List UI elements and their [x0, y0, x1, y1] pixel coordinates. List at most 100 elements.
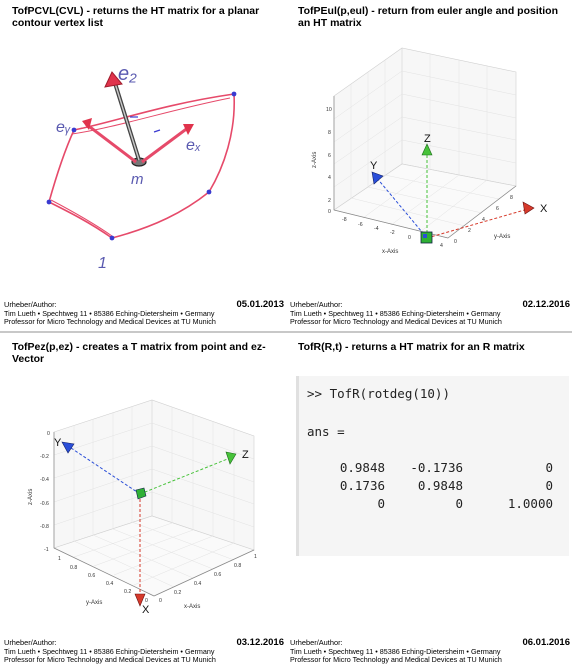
footer: Urheber/Author: 06.01.2016 Tim Lueth • Sp…: [290, 637, 570, 665]
z-tick: -1: [44, 547, 49, 553]
author-affiliation: Professor for Micro Technology and Medic…: [290, 317, 502, 327]
z-tick: 6: [328, 153, 331, 159]
plot-3d: 0 -0.2 -0.4 -0.6 -0.8 -1 z-Axis 1 0.8 0.…: [28, 399, 257, 616]
panel-tofr: TofR(R,t) - returns a HT matrix for an R…: [290, 338, 572, 665]
author-label: Urheber/Author:: [4, 638, 57, 648]
command-line: >> TofR(rotdeg(10)): [307, 386, 450, 401]
x-tick: 4: [440, 243, 443, 249]
z-marker-label: Z: [424, 133, 431, 145]
date: 05.01.2013: [236, 299, 284, 311]
panel-title: TofPEul(p,eul) - return from euler angle…: [298, 5, 558, 29]
z-tick: -0.4: [40, 477, 49, 483]
author-address: Tim Lueth • Spechtweg 11 • 85386 Eching-…: [4, 646, 215, 656]
x-axis-marker: [134, 593, 146, 607]
sketch-figure: e₂ eᵧ eₓ m 1: [4, 32, 284, 292]
date: 06.01.2016: [522, 637, 570, 649]
panel-tofpcvl: TofPCVL(CVL) - returns the HT matrix for…: [4, 2, 286, 327]
author-label: Urheber/Author:: [290, 300, 343, 310]
footer: Urheber/Author: 03.12.2016 Tim Lueth • Sp…: [4, 637, 284, 665]
z-tick: 8: [328, 130, 331, 136]
separator: [0, 331, 572, 333]
y-axis-label: y-Axis: [494, 234, 510, 240]
matrix-cell: 0: [545, 478, 553, 493]
y-axis-marker: [61, 441, 75, 454]
author-affiliation: Professor for Micro Technology and Medic…: [4, 655, 216, 665]
label-m: m: [131, 171, 144, 188]
z-tick: 0: [47, 431, 50, 437]
x-tick: 1: [254, 554, 257, 560]
y-tick: 0: [145, 598, 148, 604]
matlab-output: >> TofR(rotdeg(10)) ans = 0.9848 -0.1736…: [296, 376, 569, 556]
x-axis-label: x-Axis: [184, 604, 200, 610]
matrix-cell: 0: [377, 496, 385, 511]
x-marker-label: X: [540, 203, 548, 215]
y-tick: 6: [496, 206, 499, 212]
z-tick: -0.2: [40, 454, 49, 460]
panel-tofpeul: TofPEul(p,eul) - return from euler angle…: [290, 2, 572, 327]
matrix-cell: 0.9848: [417, 478, 463, 493]
y-tick: 0: [454, 239, 457, 245]
author-affiliation: Professor for Micro Technology and Medic…: [4, 317, 216, 327]
y-tick: 0.8: [70, 565, 77, 571]
z-tick: 0: [328, 209, 331, 215]
x-tick: 0: [159, 598, 162, 604]
author-label: Urheber/Author:: [4, 300, 57, 310]
y-axis-label: y-Axis: [86, 600, 102, 606]
x-tick: 0.4: [194, 581, 201, 587]
y-tick: 8: [510, 195, 513, 201]
x-tick: 0.2: [174, 590, 181, 596]
y-tick: 4: [482, 217, 485, 223]
y-tick: 1: [58, 556, 61, 562]
z-tick: 4: [328, 175, 331, 181]
author-address: Tim Lueth • Spechtweg 11 • 85386 Eching-…: [4, 308, 215, 318]
matrix-cell: 0.9848: [339, 460, 385, 475]
x-tick: -4: [374, 226, 379, 232]
matrix-cell: 0.1736: [339, 478, 385, 493]
z-axis-label: z-Axis: [312, 152, 318, 168]
matrix-cell: 1.0000: [507, 496, 553, 511]
author-affiliation: Professor for Micro Technology and Medic…: [290, 655, 502, 665]
x-axis-marker: [522, 201, 535, 215]
z-marker-label: Z: [242, 449, 249, 461]
date: 02.12.2016: [522, 299, 570, 311]
panel-title: TofR(R,t) - returns a HT matrix for an R…: [298, 341, 525, 353]
label-ez: e₂: [118, 63, 137, 85]
author-address: Tim Lueth • Spechtweg 11 • 85386 Eching-…: [290, 646, 501, 656]
y-tick: 2: [468, 228, 471, 234]
y-tick: 0.2: [124, 589, 131, 595]
x-marker-label: X: [142, 604, 150, 616]
z-axis-label: z-Axis: [28, 489, 34, 505]
date: 03.12.2016: [236, 637, 284, 649]
plot-3d: 10 8 6 4 2 0 z-Axis -8 -6 -4 -2 0 2 4 x-…: [312, 47, 548, 255]
z-tick: -0.6: [40, 501, 49, 507]
x-tick: 0.6: [214, 572, 221, 578]
x-tick: -2: [390, 230, 395, 236]
z-axis-marker: [421, 143, 433, 156]
x-tick: -8: [342, 217, 347, 223]
y-tick: 0.6: [88, 573, 95, 579]
panel-title: TofPez(p,ez) - creates a T matrix from p…: [12, 341, 266, 365]
z-axis-marker: [225, 451, 237, 465]
x-tick: 0.8: [234, 563, 241, 569]
label-ey: eᵧ: [56, 119, 71, 136]
author-address: Tim Lueth • Spechtweg 11 • 85386 Eching-…: [290, 308, 501, 318]
z-tick: 10: [326, 107, 332, 113]
author-label: Urheber/Author:: [290, 638, 343, 648]
y-marker-label: Y: [54, 437, 62, 449]
y-axis-marker: [371, 171, 384, 185]
matrix-cell: 0: [545, 460, 553, 475]
matrix-cell: 0: [455, 496, 463, 511]
y-tick: 0.4: [106, 581, 113, 587]
x-axis-label: x-Axis: [382, 249, 398, 255]
panel-title: TofPCVL(CVL) - returns the HT matrix for…: [12, 5, 260, 29]
footer: Urheber/Author: 05.01.2013 Tim Lueth • Sp…: [4, 299, 284, 327]
y-marker-label: Y: [370, 160, 378, 172]
z-tick: -0.8: [40, 524, 49, 530]
label-one: 1: [98, 255, 107, 272]
x-tick: 0: [408, 235, 411, 241]
footer: Urheber/Author: 02.12.2016 Tim Lueth • Sp…: [290, 299, 570, 327]
x-tick: -6: [358, 222, 363, 228]
panel-tofpez: TofPez(p,ez) - creates a T matrix from p…: [4, 338, 286, 665]
label-ex: eₓ: [186, 137, 201, 154]
